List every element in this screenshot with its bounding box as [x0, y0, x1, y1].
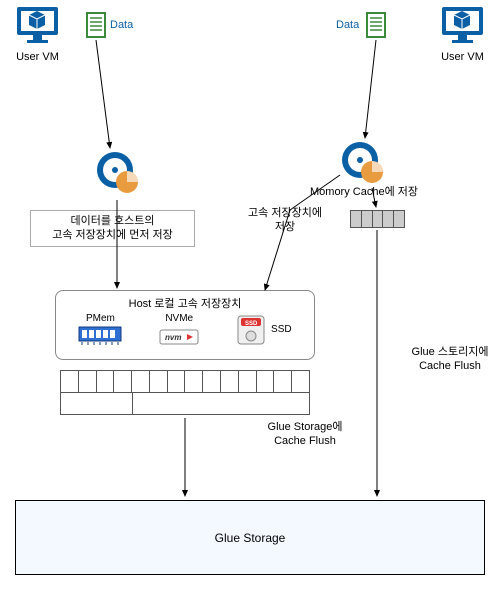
arrow-disk-right-to-host	[265, 175, 340, 290]
arrow-disk-to-memcache	[372, 188, 376, 207]
arrow-data-to-disk-right	[365, 40, 376, 138]
arrows	[0, 0, 500, 590]
arrow-data-to-disk-left	[96, 40, 110, 148]
